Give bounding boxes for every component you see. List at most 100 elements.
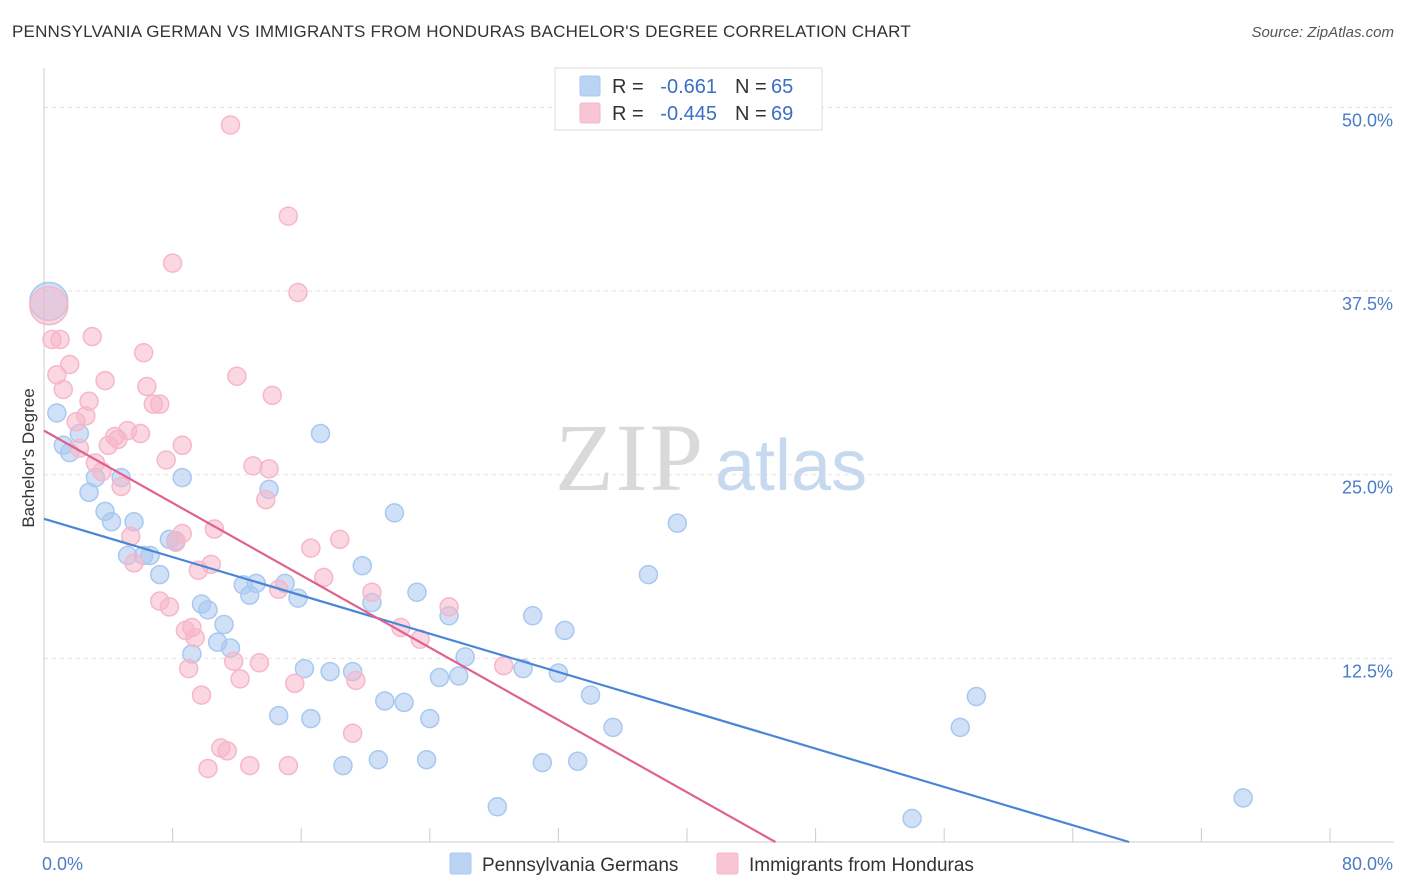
point-series-1	[185, 628, 205, 648]
point-series-1	[50, 329, 70, 350]
point-series-1	[159, 597, 180, 617]
point-series-0	[487, 796, 508, 817]
point-series-1	[95, 370, 115, 391]
point-series-1	[278, 206, 299, 226]
axes	[43, 68, 1394, 843]
x-tick-label: 80.0%	[1342, 854, 1393, 874]
point-series-0	[966, 686, 987, 707]
point-series-1	[133, 342, 154, 363]
point-series-1	[285, 673, 305, 694]
legend-n-value: 69	[771, 103, 793, 125]
point-series-1	[230, 669, 250, 689]
trend-line-series-0	[43, 517, 1130, 844]
point-series-1	[278, 755, 299, 776]
point-series-0	[455, 647, 475, 667]
point-series-1	[301, 538, 321, 558]
point-series-0	[333, 755, 353, 776]
y-tick-label: 12.5%	[1342, 661, 1393, 681]
bottom-legend-swatch	[449, 852, 472, 875]
point-series-0	[214, 614, 234, 635]
point-series-0	[532, 752, 553, 773]
point-series-1	[249, 653, 270, 673]
point-series-1	[313, 567, 334, 588]
point-series-0	[310, 423, 331, 444]
point-series-0	[522, 605, 543, 626]
watermark-zip: ZIP	[555, 404, 705, 511]
point-series-1	[172, 523, 192, 544]
point-series-1	[220, 115, 241, 135]
point-series-0	[902, 808, 922, 829]
point-series-1	[130, 423, 151, 444]
point-series-0	[667, 513, 688, 533]
point-series-0	[384, 503, 405, 523]
point-series-0	[172, 467, 192, 488]
point-series-1	[124, 553, 144, 573]
point-series-1	[217, 741, 238, 761]
point-series-1	[178, 658, 199, 679]
point-series-0	[555, 620, 575, 641]
point-series-0	[407, 582, 427, 602]
point-series-0	[394, 692, 414, 713]
data-points	[29, 115, 1253, 829]
point-series-1	[29, 285, 69, 326]
x-tick-labels: 0.0% 80.0%	[42, 854, 1393, 874]
point-series-0	[416, 749, 437, 770]
point-series-0	[149, 564, 170, 585]
legend-n-label: N =	[735, 76, 767, 98]
y-tick-label: 25.0%	[1342, 478, 1393, 498]
chart-source: Source: ZipAtlas.com	[1251, 24, 1394, 41]
point-series-1	[59, 354, 80, 375]
bottom-legend-label: Immigrants from Honduras	[749, 855, 974, 876]
legend-top: R = -0.661 N = 65 R = -0.445 N = 69	[554, 67, 823, 131]
point-series-0	[429, 667, 450, 688]
point-series-1	[79, 391, 99, 411]
bottom-legend-swatch	[716, 852, 739, 875]
point-series-0	[603, 717, 623, 738]
point-series-0	[513, 658, 533, 679]
point-series-1	[288, 282, 308, 303]
point-series-0	[198, 600, 218, 620]
point-series-1	[362, 582, 382, 602]
legend-r-label: R =	[612, 103, 644, 125]
point-series-1	[330, 529, 350, 550]
trend-line-series-1	[43, 429, 776, 843]
bottom-legend-label: Pennsylvania Germans	[482, 855, 678, 876]
point-series-0	[352, 556, 373, 576]
watermark: ZIP atlas	[555, 404, 867, 511]
point-series-0	[294, 658, 315, 679]
legend-r-label: R =	[612, 76, 644, 98]
point-series-1	[137, 376, 157, 397]
watermark-atlas: atlas	[715, 426, 867, 506]
legend-n-label: N =	[735, 103, 767, 125]
point-series-1	[223, 651, 244, 672]
point-series-1	[111, 476, 131, 497]
legend-r-value: -0.445	[660, 103, 717, 125]
point-series-1	[342, 723, 363, 744]
point-series-0	[268, 705, 289, 726]
point-series-1	[162, 253, 183, 273]
point-series-0	[301, 708, 321, 729]
point-series-0	[420, 708, 440, 729]
point-series-0	[567, 751, 588, 771]
point-series-1	[493, 655, 514, 676]
point-series-1	[82, 326, 102, 347]
point-series-0	[246, 573, 266, 594]
point-series-1	[198, 758, 218, 779]
y-axis-title: Bachelor's Degree	[19, 388, 38, 527]
point-series-0	[448, 666, 469, 686]
point-series-1	[439, 597, 459, 617]
point-series-0	[638, 564, 659, 585]
legend-n-value: 65	[771, 76, 793, 98]
point-series-1	[156, 450, 176, 470]
x-tick-label: 0.0%	[42, 854, 83, 874]
point-series-0	[320, 661, 340, 682]
y-tick-labels: 12.5% 25.0% 37.5% 50.0%	[1342, 110, 1393, 681]
legend-r-value: -0.661	[660, 76, 717, 98]
y-tick-label: 50.0%	[1342, 110, 1393, 130]
point-series-0	[950, 717, 971, 738]
point-series-1	[149, 394, 170, 414]
chart-title: PENNSYLVANIA GERMAN VS IMMIGRANTS FROM H…	[12, 22, 911, 41]
point-series-0	[47, 403, 67, 423]
legend-bottom: Pennsylvania Germans Immigrants from Hond…	[449, 852, 974, 876]
